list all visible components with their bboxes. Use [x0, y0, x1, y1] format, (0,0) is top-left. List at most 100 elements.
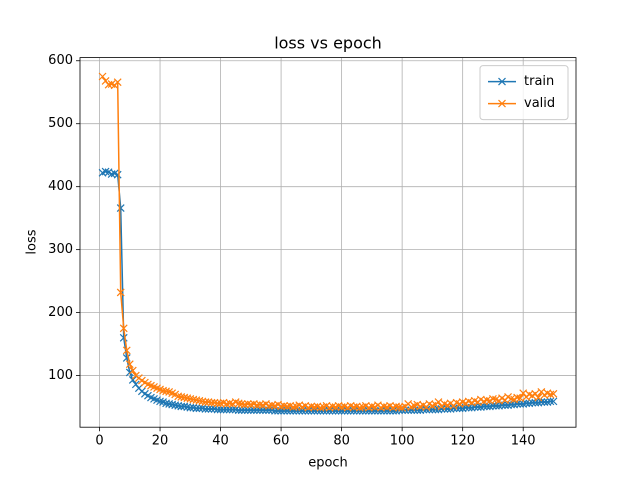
marker [240, 400, 249, 409]
marker [113, 78, 122, 87]
marker [252, 401, 261, 410]
marker [310, 406, 319, 415]
marker [255, 406, 264, 415]
legend-marker [498, 77, 506, 86]
marker [489, 394, 497, 403]
marker [307, 402, 316, 411]
marker [370, 406, 379, 415]
marker [162, 399, 171, 408]
x-tick-label: 100 [390, 434, 415, 449]
marker [289, 403, 298, 411]
marker [274, 406, 282, 415]
marker [180, 393, 189, 402]
marker [249, 406, 258, 415]
marker [192, 396, 201, 405]
marker [546, 390, 555, 399]
marker [349, 406, 358, 415]
marker [119, 324, 128, 333]
x-tick-label: 20 [152, 434, 169, 449]
x-tick-label: 60 [273, 434, 290, 449]
marker [325, 406, 334, 415]
marker [225, 405, 234, 414]
marker [337, 406, 346, 415]
marker [355, 403, 364, 412]
marker [237, 399, 246, 408]
marker [234, 399, 243, 408]
marker [549, 389, 558, 398]
marker [470, 403, 479, 411]
marker [201, 405, 210, 413]
marker [128, 376, 137, 384]
y-axis-label: loss [25, 229, 40, 254]
marker [128, 366, 137, 375]
legend-marker [498, 99, 506, 108]
marker [240, 406, 249, 415]
marker [246, 406, 255, 415]
marker [222, 405, 231, 414]
y-tick-label: 100 [48, 368, 73, 383]
marker [219, 405, 228, 414]
marker [343, 406, 352, 415]
marker [186, 394, 195, 403]
y-tick-label: 600 [48, 53, 73, 68]
marker [101, 167, 110, 176]
marker [437, 405, 446, 413]
marker [113, 170, 122, 179]
marker [225, 399, 234, 408]
chart-title: loss vs epoch [274, 34, 382, 53]
marker [528, 398, 537, 407]
x-tick-label: 40 [212, 434, 229, 449]
y-tick-label: 500 [48, 116, 73, 131]
legend-label: valid [524, 96, 555, 111]
marker [177, 393, 186, 401]
marker [174, 392, 183, 401]
marker [537, 398, 546, 406]
marker [277, 402, 286, 411]
marker [213, 405, 222, 414]
legend-box [479, 65, 569, 121]
marker [449, 404, 458, 413]
marker [162, 387, 171, 396]
marker [222, 399, 231, 408]
marker [364, 406, 373, 415]
marker [298, 406, 307, 415]
marker [234, 406, 243, 415]
marker [116, 288, 125, 297]
marker [304, 406, 313, 415]
x-tick-label: 140 [511, 434, 536, 449]
marker [262, 406, 270, 415]
y-tick-label: 300 [48, 242, 73, 257]
axes-frame [79, 57, 577, 428]
marker [377, 406, 385, 415]
marker [498, 401, 506, 410]
marker [516, 394, 525, 403]
legend-label: train [524, 74, 554, 89]
marker [513, 393, 522, 402]
marker [422, 405, 431, 414]
marker [534, 393, 543, 402]
marker [195, 396, 204, 405]
marker [489, 401, 497, 410]
marker [156, 397, 164, 406]
marker [165, 399, 174, 408]
x-tick-label: 80 [333, 434, 350, 449]
marker [125, 360, 134, 369]
x-tick-label: 120 [450, 434, 475, 449]
marker [549, 397, 558, 406]
marker [98, 72, 107, 81]
marker [316, 403, 325, 412]
marker [180, 402, 189, 411]
x-axis-label: epoch [308, 456, 348, 471]
marker [116, 204, 125, 213]
marker [159, 386, 167, 395]
marker [243, 399, 252, 408]
marker [243, 406, 252, 415]
marker [383, 406, 391, 415]
marker [482, 396, 491, 405]
marker [367, 402, 376, 411]
marker [546, 397, 555, 406]
marker [216, 405, 225, 414]
marker [265, 401, 273, 410]
marker [331, 406, 340, 415]
